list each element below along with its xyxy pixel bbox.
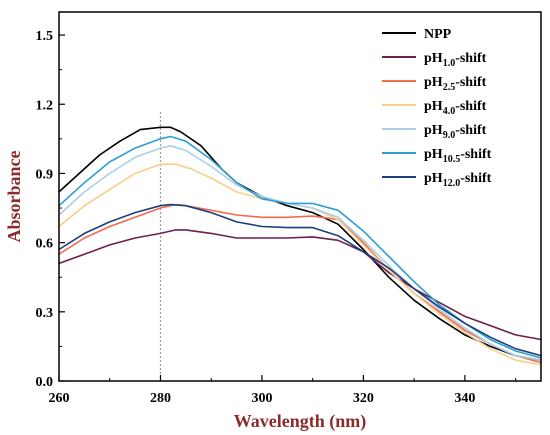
y-tick-label: 1.5 xyxy=(36,29,54,44)
plot-frame xyxy=(58,11,542,382)
x-axis: 260 280 300 320 340 xyxy=(49,375,517,406)
y-axis-label: Absorbance xyxy=(4,150,24,242)
y-tick-label: 1.2 xyxy=(36,98,54,113)
y-tick-label: 0.3 xyxy=(36,306,54,321)
legend-label: pH4.0-shift xyxy=(424,99,487,117)
x-tick-label: 280 xyxy=(150,391,171,406)
series-line-2 xyxy=(58,229,542,341)
y-tick-label: 0.0 xyxy=(36,375,54,390)
series-layer xyxy=(58,126,542,366)
legend-label: pH9.0-shift xyxy=(424,123,487,141)
y-tick-label: 0.6 xyxy=(36,237,54,252)
x-axis-label: Wavelength (nm) xyxy=(234,411,367,432)
legend-label: pH1.0-shift xyxy=(424,51,487,69)
legend-label: NPP xyxy=(424,27,452,42)
x-tick-label: 320 xyxy=(353,391,374,406)
y-axis: 0.0 0.3 0.6 0.9 1.2 1.5 xyxy=(36,29,65,390)
series-line-4 xyxy=(58,163,542,366)
legend-label: pH12.0-shift xyxy=(424,171,492,189)
legend-label: pH10.5-shift xyxy=(424,147,492,165)
series-line-7 xyxy=(58,203,542,357)
y-tick-label: 0.9 xyxy=(36,167,54,182)
x-tick-label: 300 xyxy=(251,391,272,406)
x-tick-label: 340 xyxy=(454,391,475,406)
legend-label: pH2.5-shift xyxy=(424,75,487,93)
x-tick-label: 260 xyxy=(49,391,70,406)
legend: NPP pH1.0-shift pH2.5-shift pH4.0-shift pH9.… xyxy=(382,27,492,189)
series-line-3 xyxy=(58,203,542,364)
